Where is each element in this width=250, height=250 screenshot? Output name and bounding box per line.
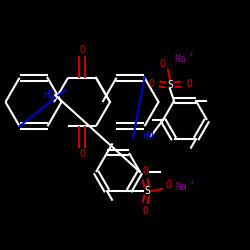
Text: O: O — [166, 180, 172, 190]
Text: S: S — [167, 80, 173, 90]
Text: HN: HN — [142, 131, 154, 141]
Text: Na: Na — [174, 54, 186, 64]
Text: O: O — [142, 206, 148, 216]
Text: O: O — [79, 149, 85, 159]
Text: O: O — [142, 166, 148, 176]
Text: O: O — [159, 59, 165, 69]
Text: O: O — [148, 79, 154, 89]
Text: +: + — [190, 179, 194, 185]
Text: O: O — [79, 45, 85, 55]
Text: S: S — [144, 186, 150, 196]
Text: O: O — [186, 79, 192, 89]
Text: HN: HN — [43, 90, 55, 100]
Text: Na: Na — [175, 182, 187, 192]
Text: +: + — [189, 51, 193, 57]
